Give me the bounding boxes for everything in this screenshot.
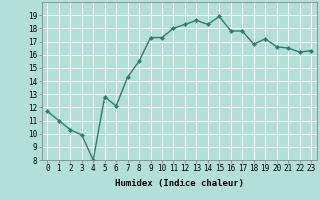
X-axis label: Humidex (Indice chaleur): Humidex (Indice chaleur): [115, 179, 244, 188]
